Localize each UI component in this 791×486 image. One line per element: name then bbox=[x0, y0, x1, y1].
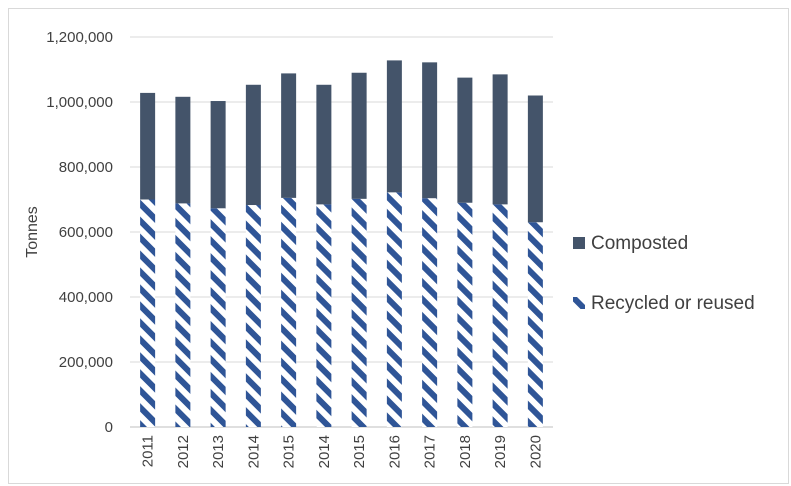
x-axis-ticks: 2011 2012 2013 2014 2015 2014 2015 2016 2017 2018… bbox=[140, 435, 545, 468]
bar-recycled-2019 bbox=[492, 204, 508, 427]
bar-recycled-2015 bbox=[351, 198, 367, 427]
bar-recycled-2017 bbox=[422, 198, 438, 427]
bar-composted-2011 bbox=[140, 92, 156, 200]
bars bbox=[140, 60, 543, 427]
bar-composted-2014 bbox=[245, 84, 261, 206]
x-tick-label: 2018 bbox=[457, 435, 474, 468]
y-tick-label: 800,000 bbox=[59, 159, 113, 176]
x-tick-label: 2012 bbox=[175, 435, 192, 468]
x-tick-label: 2011 bbox=[140, 435, 157, 467]
legend-label-composted: Composted bbox=[591, 233, 688, 254]
bar-recycled-2015 bbox=[281, 197, 297, 427]
bar-composted-2015 bbox=[351, 72, 367, 199]
x-tick-label: 2015 bbox=[281, 435, 298, 468]
bar-recycled-2020 bbox=[527, 222, 543, 427]
bar-composted-2014 bbox=[316, 84, 332, 205]
x-tick-label: 2015 bbox=[351, 435, 368, 468]
bar-recycled-2018 bbox=[457, 202, 473, 427]
bar-recycled-2011 bbox=[140, 199, 156, 427]
gridlines bbox=[130, 36, 553, 428]
bar-recycled-2013 bbox=[210, 208, 226, 427]
y-tick-label: 200,000 bbox=[59, 354, 113, 371]
bar-composted-2019 bbox=[492, 74, 508, 205]
bar-recycled-2014 bbox=[245, 205, 261, 427]
legend-swatch-composted bbox=[573, 237, 585, 249]
y-tick-label: 1,200,000 bbox=[46, 29, 113, 46]
bar-composted-2020 bbox=[527, 95, 543, 223]
x-tick-label: 2017 bbox=[422, 435, 439, 468]
x-tick-label: 2020 bbox=[527, 435, 544, 468]
y-tick-label: 0 bbox=[105, 419, 113, 436]
bar-recycled-2012 bbox=[175, 203, 191, 427]
bar-composted-2018 bbox=[457, 77, 473, 203]
x-tick-label: 2016 bbox=[386, 435, 403, 468]
x-tick-label: 2013 bbox=[210, 435, 227, 468]
bar-recycled-2014 bbox=[316, 204, 332, 427]
y-tick-label: 600,000 bbox=[59, 224, 113, 241]
bar-composted-2016 bbox=[386, 60, 402, 193]
legend-label-recycled: Recycled or reused bbox=[591, 293, 755, 314]
bar-composted-2013 bbox=[210, 101, 226, 209]
x-tick-label: 2019 bbox=[492, 435, 509, 468]
x-tick-label: 2014 bbox=[316, 435, 333, 468]
bar-recycled-2016 bbox=[386, 192, 402, 427]
y-tick-label: 1,000,000 bbox=[46, 94, 113, 111]
bar-composted-2017 bbox=[422, 62, 438, 199]
y-axis-title: Tonnes bbox=[24, 206, 41, 258]
x-tick-label: 2014 bbox=[245, 435, 262, 468]
bar-composted-2012 bbox=[175, 96, 191, 204]
y-axis-ticks: 0 200,000 400,000 600,000 800,000 1,000,000 1,… bbox=[46, 29, 113, 436]
bar-composted-2015 bbox=[281, 73, 297, 198]
legend-swatch-recycled bbox=[573, 297, 585, 309]
y-tick-label: 400,000 bbox=[59, 289, 113, 306]
legend: Composted Recycled or reused bbox=[573, 233, 755, 314]
